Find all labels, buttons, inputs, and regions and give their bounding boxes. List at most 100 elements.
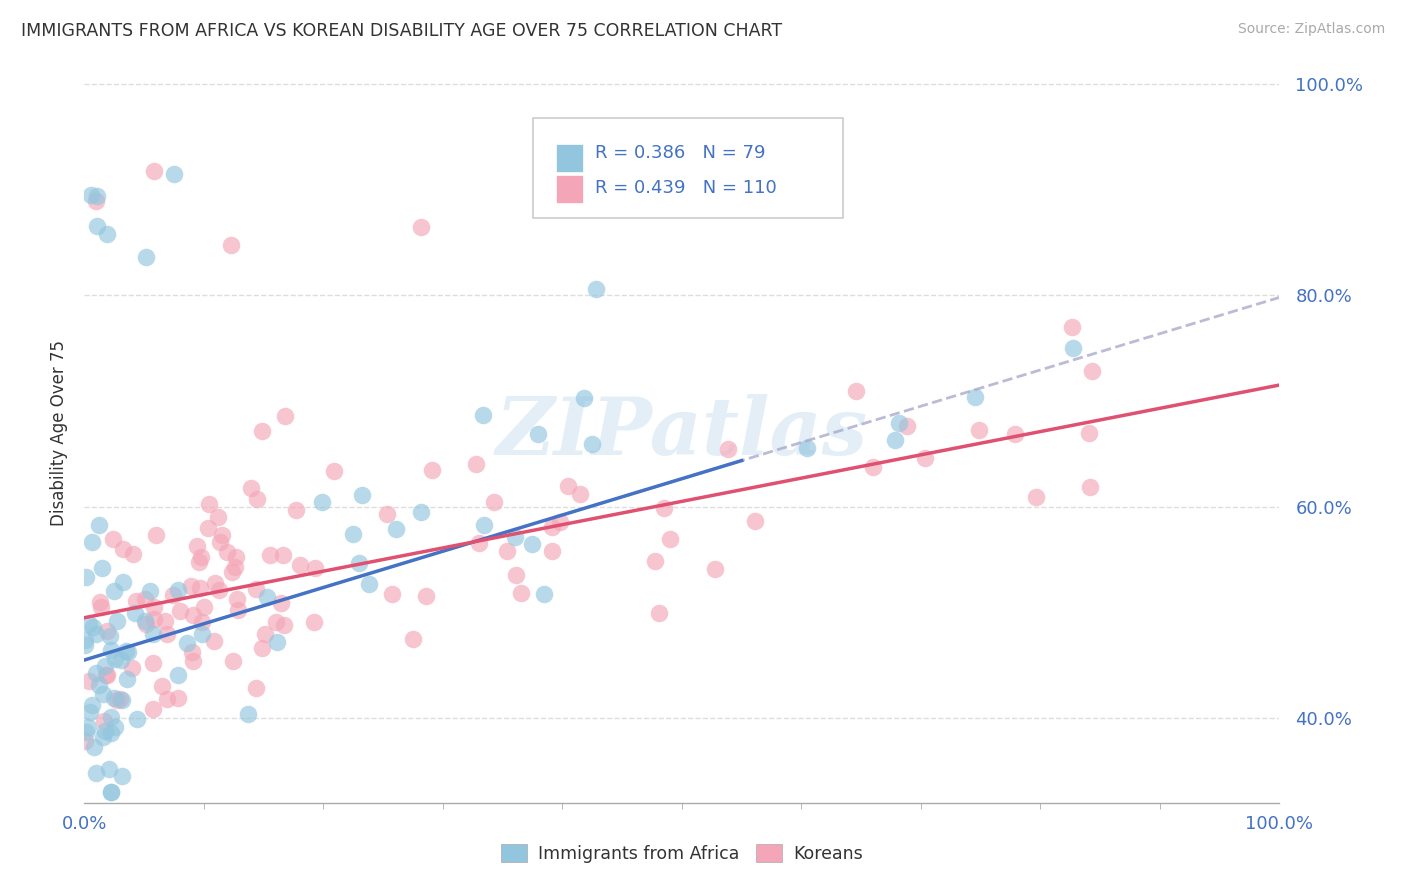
- Point: [896, 418, 918, 433]
- Point: [156, 627, 179, 641]
- Point: [568, 487, 591, 501]
- Point: [238, 707, 260, 722]
- Point: [1078, 425, 1101, 440]
- Point: [256, 590, 278, 604]
- Point: [176, 636, 198, 650]
- Point: [77, 617, 100, 632]
- Point: [250, 425, 273, 439]
- Point: [134, 591, 156, 606]
- Point: [191, 615, 214, 630]
- Point: [572, 392, 595, 406]
- Point: [273, 617, 295, 632]
- Text: ZIPatlas: ZIPatlas: [496, 394, 868, 471]
- Point: [385, 522, 408, 536]
- Point: [96, 624, 118, 638]
- Point: [91, 731, 114, 745]
- Text: IMMIGRANTS FROM AFRICA VS KOREAN DISABILITY AGE OVER 75 CORRELATION CHART: IMMIGRANTS FROM AFRICA VS KOREAN DISABIL…: [21, 22, 782, 40]
- Point: [862, 460, 884, 475]
- Legend: Immigrants from Africa, Koreans: Immigrants from Africa, Koreans: [496, 839, 868, 868]
- Point: [150, 679, 173, 693]
- Point: [717, 442, 740, 457]
- Point: [96, 668, 118, 682]
- Point: [73, 638, 96, 652]
- Text: R = 0.439   N = 110: R = 0.439 N = 110: [595, 178, 776, 196]
- Point: [169, 604, 191, 618]
- Point: [89, 594, 111, 608]
- Point: [540, 519, 562, 533]
- Point: [125, 712, 148, 726]
- Point: [270, 595, 292, 609]
- Point: [190, 549, 212, 564]
- Point: [347, 556, 370, 570]
- Point: [225, 549, 247, 564]
- Point: [77, 674, 100, 689]
- Point: [225, 591, 247, 606]
- Point: [181, 654, 204, 668]
- Point: [505, 568, 527, 582]
- Point: [652, 500, 675, 515]
- Point: [496, 543, 519, 558]
- Point: [510, 585, 533, 599]
- Point: [101, 532, 124, 546]
- Point: [163, 167, 186, 181]
- Point: [124, 606, 146, 620]
- Point: [180, 579, 202, 593]
- Point: [1004, 427, 1026, 442]
- Point: [533, 587, 555, 601]
- Point: [167, 690, 190, 705]
- Point: [125, 593, 148, 607]
- Point: [87, 678, 110, 692]
- Point: [94, 668, 117, 682]
- Point: [86, 189, 108, 203]
- Text: R = 0.386   N = 79: R = 0.386 N = 79: [595, 145, 765, 162]
- Point: [105, 693, 128, 707]
- Point: [221, 566, 243, 580]
- Point: [290, 558, 312, 573]
- Point: [311, 495, 333, 509]
- Point: [80, 534, 103, 549]
- Point: [104, 720, 127, 734]
- Point: [967, 424, 990, 438]
- Point: [557, 479, 579, 493]
- Point: [659, 532, 682, 546]
- Point: [744, 514, 766, 528]
- Point: [254, 627, 277, 641]
- Point: [135, 617, 157, 632]
- Point: [402, 632, 425, 647]
- Point: [266, 635, 288, 649]
- FancyBboxPatch shape: [557, 144, 582, 172]
- Point: [167, 583, 190, 598]
- Point: [581, 437, 603, 451]
- Point: [271, 549, 294, 563]
- Point: [94, 659, 117, 673]
- Point: [111, 693, 134, 707]
- Point: [83, 740, 105, 755]
- Point: [117, 645, 139, 659]
- Point: [585, 282, 607, 296]
- Point: [302, 615, 325, 629]
- Point: [96, 227, 118, 241]
- Point: [215, 545, 238, 559]
- FancyBboxPatch shape: [557, 175, 582, 203]
- Point: [121, 660, 143, 674]
- Point: [153, 614, 176, 628]
- Point: [142, 702, 165, 716]
- Point: [222, 655, 245, 669]
- Point: [75, 725, 97, 739]
- Point: [411, 505, 433, 519]
- Point: [90, 600, 112, 615]
- Point: [191, 626, 214, 640]
- Point: [84, 665, 107, 680]
- Point: [884, 433, 907, 447]
- Point: [190, 582, 212, 596]
- Point: [100, 726, 122, 740]
- Point: [240, 481, 263, 495]
- Point: [1081, 364, 1104, 378]
- Point: [86, 219, 108, 233]
- Point: [94, 724, 117, 739]
- Point: [103, 691, 125, 706]
- Point: [304, 561, 326, 575]
- Point: [219, 237, 242, 252]
- Point: [246, 491, 269, 506]
- Point: [484, 495, 506, 509]
